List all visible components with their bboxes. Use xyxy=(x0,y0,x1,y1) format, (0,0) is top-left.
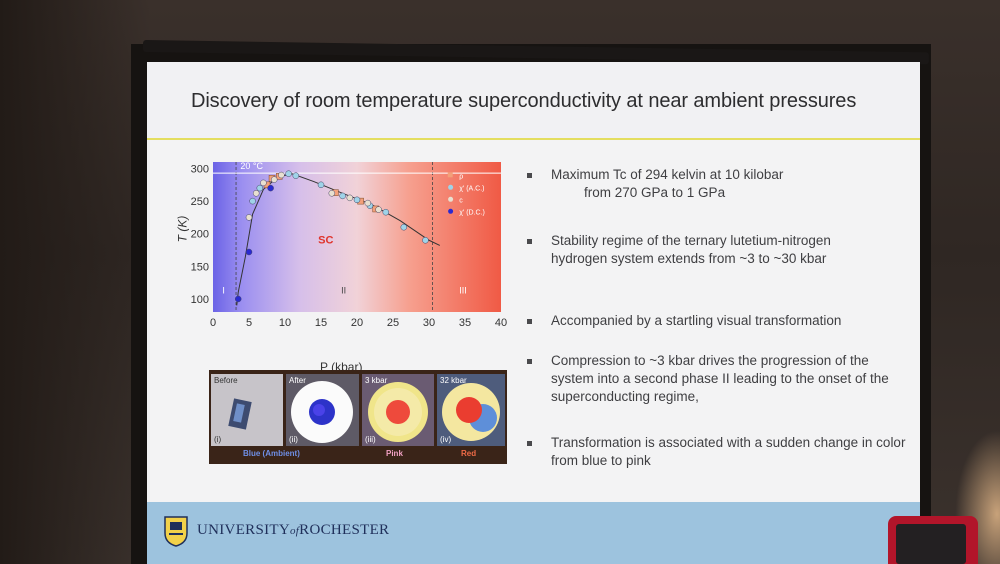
data-point xyxy=(267,184,274,192)
panel-index: (ii) xyxy=(289,435,298,444)
x-tick-label: 5 xyxy=(246,317,252,329)
bullet-text: Compression to ~3 kbar drives the progre… xyxy=(551,353,889,404)
phase-diagram-chart: T (K) 0 5 10 15 20 25 30 35 40 100 150 200 250 300 20 … xyxy=(167,152,512,374)
panel-index: (i) xyxy=(214,435,222,444)
data-point xyxy=(328,190,336,197)
data-point xyxy=(346,194,354,202)
y-tick-label: 250 xyxy=(191,196,209,208)
bullet-text: Accompanied by a startling visual transf… xyxy=(551,313,842,328)
data-point xyxy=(375,206,382,213)
sample-panel-3kbar: 3 kbar (iii) xyxy=(362,374,434,446)
bullet-text: Stability regime of the ternary lutetium… xyxy=(551,233,831,266)
bullet-marker xyxy=(527,441,532,446)
bullet-subtext: from 270 GPa to 1 GPa xyxy=(584,185,726,200)
data-point xyxy=(245,248,253,256)
y-tick-label: 200 xyxy=(191,229,209,241)
bullet-text: Maximum Tc of 294 kelvin at 10 kilobar xyxy=(551,167,784,182)
data-point xyxy=(260,179,267,187)
bullet-marker xyxy=(527,173,532,178)
university-wordmark: UNIVERSITYofROCHESTER xyxy=(197,522,389,539)
legend-marker xyxy=(448,184,454,190)
y-tick-label: 300 xyxy=(191,164,209,176)
sample-image-strip: Before (i) After (ii) 3 kbar (iii) xyxy=(209,370,507,464)
wordmark-part: ROCHESTER xyxy=(299,522,390,538)
x-tick-label: 15 xyxy=(315,317,327,329)
caption-red: Red xyxy=(461,449,477,458)
annotation-sc: SC xyxy=(318,235,333,247)
panel-index: (iv) xyxy=(440,435,452,444)
data-point xyxy=(382,208,390,216)
y-tick-label: 150 xyxy=(191,261,209,273)
annotation-region-iii: III xyxy=(459,286,467,296)
data-point xyxy=(270,176,278,183)
university-crest-icon xyxy=(164,516,188,547)
x-tick-label: 40 xyxy=(495,317,507,329)
legend-marker xyxy=(448,208,454,214)
bullet-marker xyxy=(527,319,532,324)
data-point xyxy=(364,199,372,207)
panel-tag: 32 kbar xyxy=(440,376,467,385)
title-rule xyxy=(147,138,920,140)
data-point xyxy=(234,295,242,303)
annotation-region-ii: II xyxy=(341,286,346,296)
sample-panel-before: Before (i) xyxy=(211,374,283,446)
annotation-region-i: I xyxy=(222,286,225,296)
legend-marker xyxy=(447,172,453,178)
sample-panel-after: After (ii) xyxy=(286,374,359,446)
panel-tag: 3 kbar xyxy=(365,376,388,385)
panel-index: (iii) xyxy=(365,435,376,444)
audience-phone xyxy=(888,516,978,564)
presentation-slide: Discovery of room temperature supercondu… xyxy=(147,62,920,564)
legend-label: χ' (D.C.) xyxy=(459,209,485,216)
legend-label: c xyxy=(459,197,463,204)
x-tick-label: 35 xyxy=(459,317,471,329)
tc-dome-curve xyxy=(236,173,441,306)
data-point xyxy=(252,190,260,197)
data-point xyxy=(339,192,346,200)
data-point xyxy=(245,214,253,221)
room-background xyxy=(0,0,150,564)
caption-pink: Pink xyxy=(386,449,403,458)
sample-panel-32kbar: 32 kbar (iv) xyxy=(437,374,505,446)
caption-blue: Blue (Ambient) xyxy=(243,449,300,458)
y-tick-label: 100 xyxy=(191,294,209,306)
data-point xyxy=(400,223,408,231)
x-tick-label: 10 xyxy=(279,317,291,329)
data-point xyxy=(422,237,429,244)
plot-area xyxy=(213,162,501,312)
data-point xyxy=(292,172,300,179)
x-tick-label: 30 xyxy=(423,317,435,329)
x-tick-label: 20 xyxy=(351,317,363,329)
x-tick-label: 25 xyxy=(387,317,399,329)
bullet-marker xyxy=(527,359,532,364)
bullet-marker xyxy=(527,239,532,244)
bullet-text: Transformation is associated with a sudd… xyxy=(551,435,906,468)
data-point xyxy=(317,181,325,189)
slide-footer: UNIVERSITYofROCHESTER xyxy=(147,502,920,564)
panel-tag: Before xyxy=(214,376,238,385)
title-area: Discovery of room temperature supercondu… xyxy=(147,62,920,140)
legend-label: ρ xyxy=(459,173,463,180)
wordmark-of: of xyxy=(290,525,300,537)
slide-title: Discovery of room temperature supercondu… xyxy=(191,90,857,112)
annotation-20c: 20 °C xyxy=(240,161,263,171)
data-point xyxy=(256,184,264,192)
wordmark-part: UNIVERSITY xyxy=(197,522,290,538)
data-point xyxy=(285,170,292,177)
x-tick-label: 0 xyxy=(210,317,216,329)
data-point xyxy=(278,171,285,179)
data-point xyxy=(353,196,361,204)
legend-label: χ' (A.C.) xyxy=(459,185,484,192)
panel-tag: After xyxy=(289,376,306,385)
legend-marker xyxy=(448,196,454,202)
data-point xyxy=(249,197,256,205)
